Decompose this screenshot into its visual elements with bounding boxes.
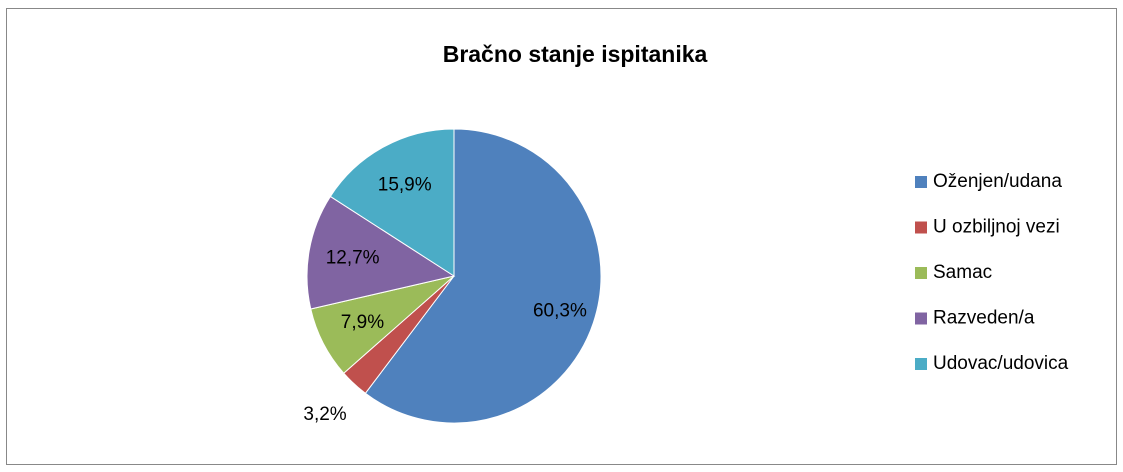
pie-slice xyxy=(329,128,455,277)
data-label: 3,2% xyxy=(303,404,346,425)
legend-label: U ozbiljnoj vezi xyxy=(933,217,1060,238)
legend-swatch xyxy=(915,358,927,370)
legend-label: Oženjen/udana xyxy=(933,171,1062,192)
legend-label: Udovac/udovica xyxy=(933,353,1069,374)
data-label: 7,9% xyxy=(341,312,384,333)
data-label: 60,3% xyxy=(533,301,587,322)
legend-swatch xyxy=(915,312,927,325)
data-label: 15,9% xyxy=(378,175,432,196)
legend-label: Razveden/a xyxy=(933,308,1035,329)
pie-slice xyxy=(364,128,602,424)
chart-title: Bračno stanje ispitanika xyxy=(443,41,708,67)
data-label: 12,7% xyxy=(326,247,380,268)
legend-swatch xyxy=(915,221,927,234)
pie-slice xyxy=(306,195,456,310)
legend-swatch xyxy=(915,176,927,188)
legend-label: Samac xyxy=(933,262,992,283)
legend-swatch xyxy=(915,267,927,279)
